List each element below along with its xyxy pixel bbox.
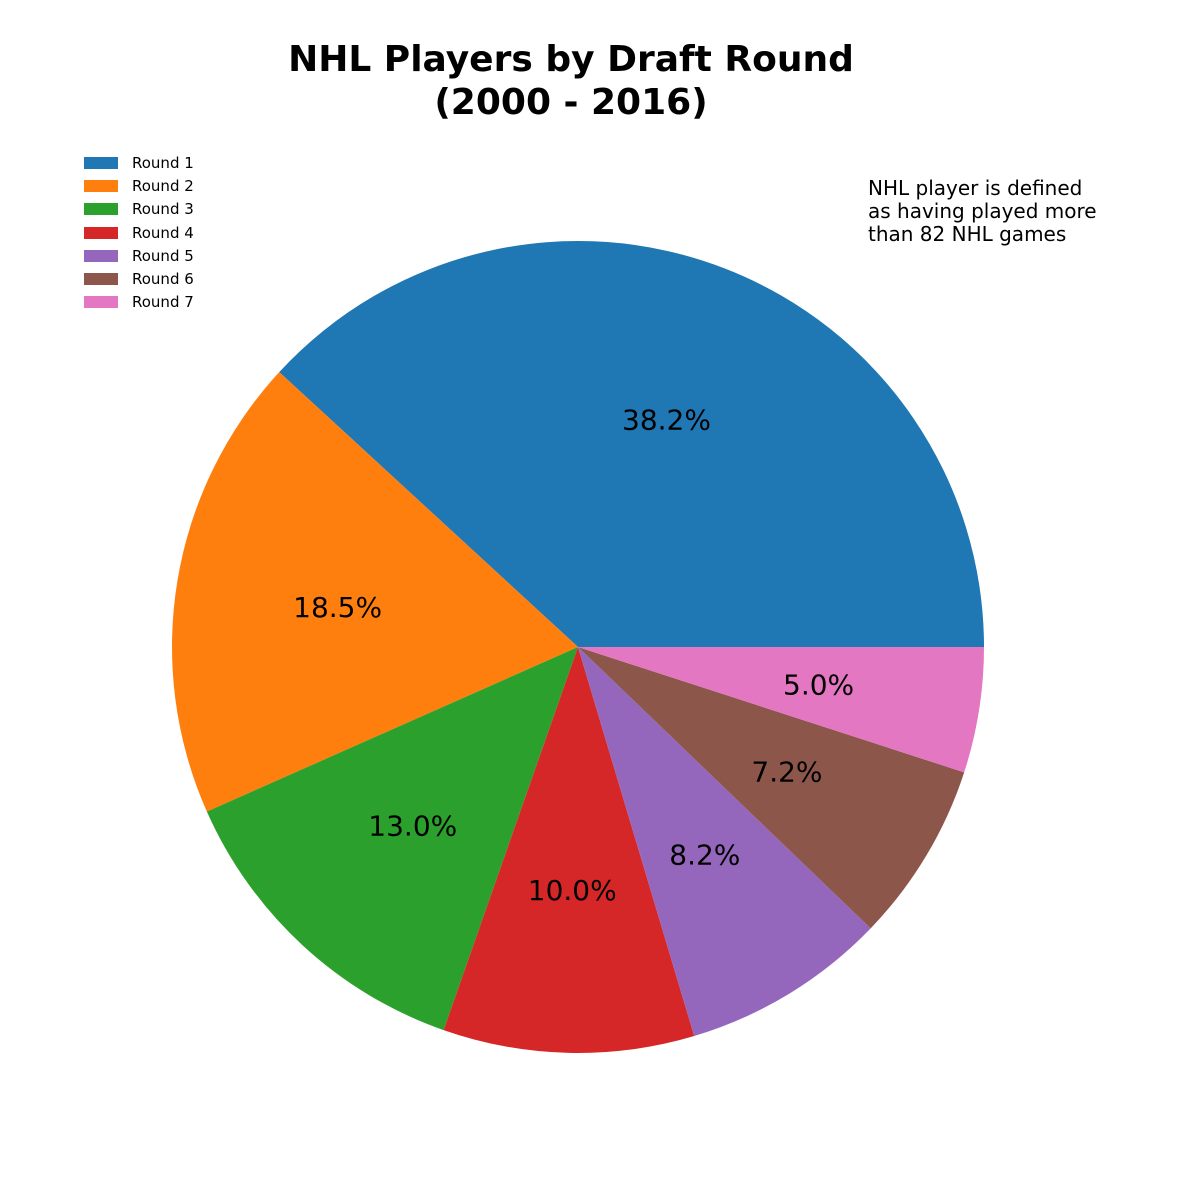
legend-swatch [84,203,118,216]
legend-swatch [84,296,118,309]
slice-label-round-7: 5.0% [783,669,854,702]
chart-legend: Round 1 Round 2 Round 3 Round 4 Round 5 Round… [84,151,224,314]
legend-item-round-5: Round 5 [84,244,224,267]
legend-label: Round 3 [132,200,194,219]
legend-label: Round 6 [132,270,194,289]
legend-swatch [84,179,118,192]
annotation-line-1: NHL player is defined [868,176,1083,200]
legend-swatch [84,156,118,169]
legend-item-round-6: Round 6 [84,267,224,290]
legend-item-round-3: Round 3 [84,198,224,221]
chart-title: NHL Players by Draft Round (2000 - 2016) [0,38,1142,124]
legend-label: Round 1 [132,153,194,172]
legend-item-round-2: Round 2 [84,174,224,197]
slice-label-round-2: 18.5% [293,591,382,624]
pie-slice-round-1 [279,241,984,648]
legend-swatch [84,273,118,286]
definition-annotation: NHL player is defined as having played m… [868,177,1168,246]
slice-label-round-6: 7.2% [751,756,822,789]
legend-item-round-7: Round 7 [84,291,224,314]
annotation-line-3: than 82 NHL games [868,222,1067,246]
legend-item-round-4: Round 4 [84,221,224,244]
slice-label-round-5: 8.2% [669,838,740,871]
legend-swatch [84,249,118,262]
slice-label-round-3: 13.0% [368,810,457,843]
chart-title-line-1: NHL Players by Draft Round [288,39,854,80]
legend-label: Round 7 [132,293,194,312]
legend-label: Round 2 [132,176,194,195]
pie-slice-round-2 [171,372,578,812]
legend-swatch [84,226,118,239]
legend-item-round-1: Round 1 [84,151,224,174]
legend-label: Round 5 [132,246,194,265]
pie-slice-round-4 [443,647,695,1053]
annotation-line-2: as having played more [868,199,1097,223]
chart-title-line-2: (2000 - 2016) [434,82,708,123]
slice-label-round-1: 38.2% [622,404,711,437]
pie-slice-round-3 [206,647,579,1031]
pie-slice-round-6 [578,647,965,929]
legend-label: Round 4 [132,223,194,242]
pie-slice-round-5 [578,647,871,1037]
pie-slice-round-7 [578,647,984,773]
slice-label-round-4: 10.0% [528,874,617,907]
